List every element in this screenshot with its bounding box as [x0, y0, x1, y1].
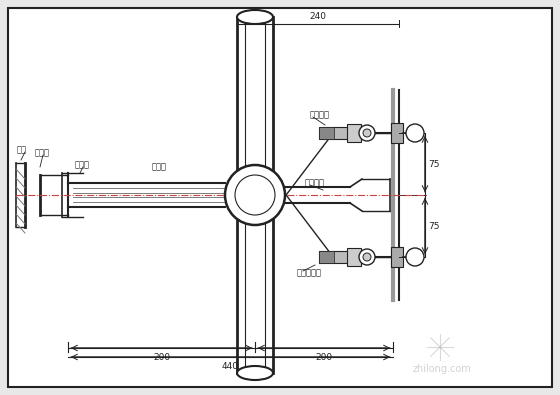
Text: 玻璃斜拉杆: 玻璃斜拉杆 [297, 269, 322, 278]
Circle shape [406, 248, 424, 266]
Circle shape [363, 253, 371, 261]
Text: 75: 75 [428, 160, 440, 169]
Ellipse shape [237, 10, 273, 24]
Bar [347, 124, 361, 142]
Bar [391, 123, 403, 143]
Bar [347, 248, 361, 266]
Bar [319, 251, 334, 263]
Circle shape [359, 125, 375, 141]
Text: 槽钢轨: 槽钢轨 [35, 149, 50, 158]
Text: 玻璃肋板: 玻璃肋板 [310, 111, 330, 120]
Bar [319, 127, 349, 139]
Text: 200: 200 [315, 353, 333, 362]
Bar [319, 251, 349, 263]
Bar [391, 247, 403, 267]
Text: 200: 200 [153, 353, 170, 362]
Ellipse shape [237, 366, 273, 380]
Circle shape [359, 249, 375, 265]
Circle shape [363, 129, 371, 137]
Text: 锚固板: 锚固板 [75, 160, 90, 169]
Text: 夹具螺栓: 夹具螺栓 [305, 179, 325, 188]
Text: 75: 75 [428, 222, 440, 231]
Circle shape [225, 165, 285, 225]
Text: 240: 240 [310, 12, 326, 21]
Circle shape [406, 124, 424, 142]
Bar [319, 127, 334, 139]
Text: 440: 440 [222, 362, 239, 371]
Text: 钢拉杆: 钢拉杆 [152, 162, 167, 171]
Text: zhilong.com: zhilong.com [413, 364, 472, 374]
Text: 壁板: 壁板 [17, 145, 27, 154]
